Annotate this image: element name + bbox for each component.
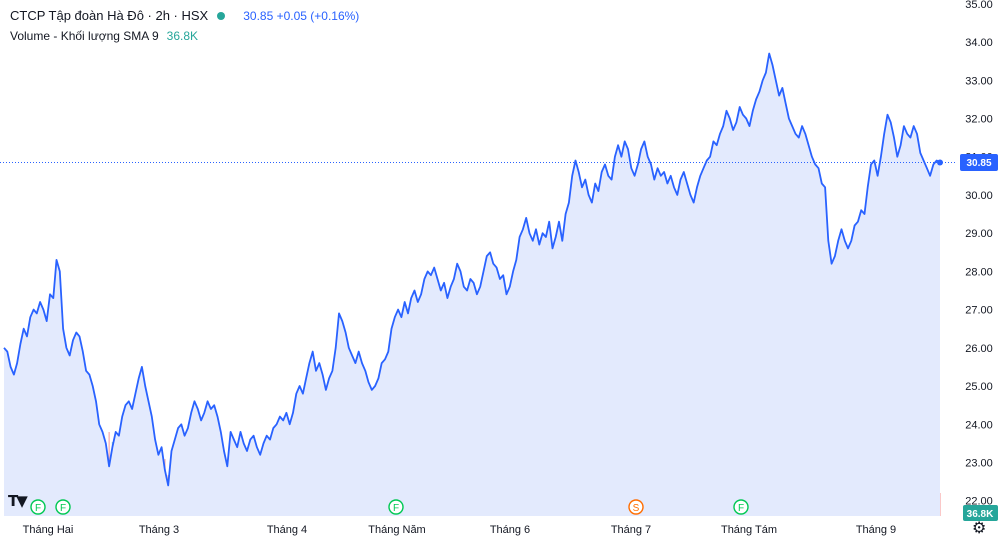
chart-legend: CTCP Tập đoàn Hà Đô · 2h · HSX 30.85 +0.… [10, 6, 359, 46]
event-marker-label: S [633, 503, 640, 514]
y-tick-label: 22.00 [965, 496, 993, 508]
y-tick-label: 32.00 [965, 114, 993, 126]
volume-indicator-value: 36.8K [166, 29, 198, 43]
tradingview-logo-icon[interactable]: T▼ [8, 492, 28, 510]
y-tick-label: 34.00 [965, 37, 993, 49]
financials-marker[interactable]: F [733, 499, 749, 515]
x-tick-label: Tháng Tám [721, 524, 777, 536]
x-tick-label: Tháng Hai [23, 524, 74, 536]
volume-tag: 36.8K [963, 505, 998, 521]
y-tick-label: 23.00 [965, 458, 993, 470]
volume-indicator-label[interactable]: Volume - Khối lượng SMA 9 [10, 29, 159, 43]
y-tick-label: 26.00 [965, 343, 993, 355]
last-price-dot [937, 159, 943, 166]
y-tick-label: 30.00 [965, 190, 993, 202]
y-tick-label: 28.00 [965, 266, 993, 278]
last-quote: 30.85 +0.05 (+0.16%) [243, 9, 360, 23]
time-axis[interactable]: Tháng Hai Tháng 3 Tháng 4 Tháng Năm Tháng 6 T… [23, 524, 897, 536]
x-tick-label: Tháng Năm [368, 524, 425, 536]
y-tick-label: 29.00 [965, 228, 993, 240]
y-tick-label: 33.00 [965, 75, 993, 87]
gear-icon[interactable]: ⚙ [972, 518, 987, 537]
x-tick-label: Tháng 4 [267, 524, 307, 536]
financials-marker[interactable]: F [388, 499, 404, 515]
price-area-fill [4, 53, 940, 516]
legend-title-row[interactable]: CTCP Tập đoàn Hà Đô · 2h · HSX 30.85 +0.… [10, 6, 359, 26]
legend-volume-row[interactable]: Volume - Khối lượng SMA 9 36.8K [10, 26, 359, 46]
y-tick-label: 35.00 [965, 0, 993, 11]
event-marker-label: F [393, 503, 399, 514]
price-tag: 30.85 [960, 153, 998, 171]
price-tag-text: 30.85 [966, 158, 991, 169]
event-marker-label: F [738, 503, 744, 514]
event-marker-label: F [35, 503, 41, 514]
x-tick-label: Tháng 6 [490, 524, 530, 536]
volume-bar [939, 493, 941, 516]
y-tick-label: 25.00 [965, 381, 993, 393]
market-status-dot [217, 12, 226, 20]
event-marker-label: F [60, 503, 66, 514]
x-tick-label: Tháng 3 [139, 524, 179, 536]
x-tick-label: Tháng 7 [611, 524, 651, 536]
y-tick-label: 27.00 [965, 305, 993, 317]
financials-marker[interactable]: F [55, 499, 71, 515]
volume-tag-text: 36.8K [967, 509, 994, 520]
split-marker[interactable]: S [628, 499, 644, 515]
x-tick-label: Tháng 9 [856, 524, 896, 536]
price-line [3, 52, 941, 487]
symbol-title[interactable]: CTCP Tập đoàn Hà Đô · 2h · HSX [10, 8, 209, 23]
financials-marker[interactable]: F [30, 499, 46, 515]
price-axis[interactable]: 22.00 23.00 24.00 25.00 26.00 27.00 28.00 29.00… [965, 0, 993, 508]
y-tick-label: 24.00 [965, 419, 993, 431]
